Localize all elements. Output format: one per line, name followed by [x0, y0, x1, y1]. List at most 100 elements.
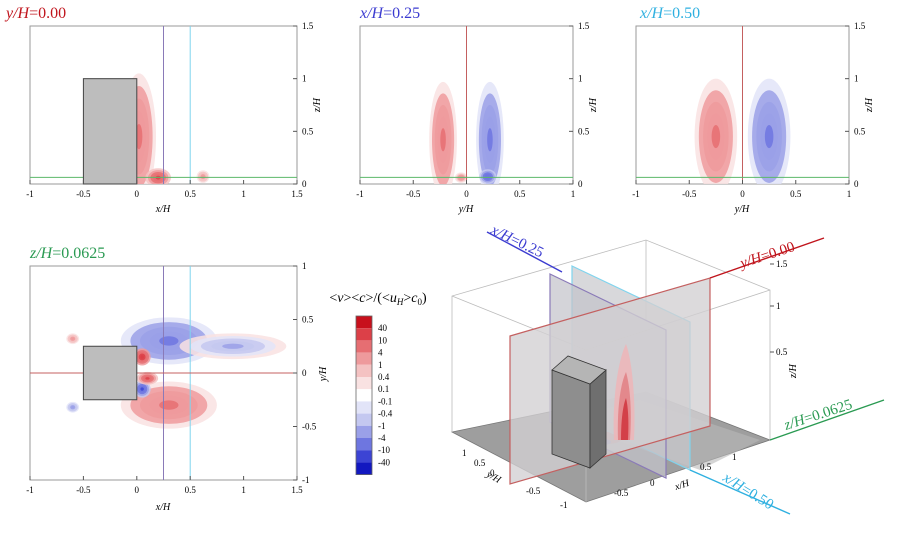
building-block	[82, 78, 138, 185]
reference-lines	[30, 26, 297, 184]
colorbar-swatch	[356, 401, 372, 414]
panel-z-0.0625: -1 -0.5 0 0.5 1 1.5 -1 -0.5 0 0.5 1 z/H=0.0625 x/…	[26, 245, 329, 513]
leader-x-0.50	[689, 469, 791, 515]
colorbar-swatch	[356, 389, 372, 402]
x-tick-label: 0.5	[185, 189, 197, 199]
contour-level	[764, 125, 774, 149]
3d-y-tick-label: -1	[560, 500, 568, 510]
reference-lines	[636, 26, 849, 184]
x-tick-label: 0	[135, 189, 140, 199]
reference-lines	[360, 26, 573, 184]
contour-level	[440, 128, 446, 152]
3d-y-axis-label: y/H	[484, 469, 504, 487]
colorbar-label: 40	[378, 323, 388, 333]
x-tick-label: 1	[571, 189, 576, 199]
leader-y-0.00	[709, 237, 825, 279]
x-tick-label: 1.5	[291, 485, 303, 495]
colorbar-swatches	[355, 315, 373, 476]
x-tick-label: -0.5	[76, 485, 91, 495]
x-axis-ticks: -1 -0.5 0 0.5 1 1.5	[26, 476, 303, 495]
colorbar-swatch	[356, 316, 372, 329]
colorbar-swatch	[356, 425, 372, 438]
colorbar-label: 10	[378, 335, 388, 345]
x-tick-label: -1	[26, 189, 34, 199]
colorbar-title: <v><c>/(<uH>c0)	[329, 291, 427, 307]
y-tick-label: 1	[854, 74, 859, 84]
y-axis-label: z/H	[864, 97, 875, 113]
contour-level	[71, 406, 75, 409]
y-tick-label: -1	[302, 475, 310, 485]
3d-x-axis: -0.5 0 0.5 1	[614, 452, 737, 498]
x-tick-label: 0	[464, 189, 469, 199]
x-tick-label: 0	[740, 189, 745, 199]
plane-label-x-0.25: x/H=0.25	[487, 222, 546, 262]
3d-z-axis-label: z/H	[788, 363, 799, 379]
y-axis-ticks: -1 -0.5 0 0.5 1	[293, 261, 317, 485]
panel-title: x/H=0.50	[639, 5, 700, 22]
contour-field	[429, 81, 504, 184]
colorbar-label: -10	[378, 445, 390, 455]
building-block	[82, 345, 138, 401]
3d-y-tick-label: 0.5	[474, 458, 486, 468]
x-tick-label: -0.5	[76, 189, 91, 199]
x-tick-label: 1	[241, 485, 246, 495]
3d-z-tick-label: 0.5	[776, 347, 788, 357]
contour-level	[159, 400, 179, 410]
3d-y-tick-label: 0	[490, 468, 495, 478]
contour-level	[487, 128, 493, 152]
y-axis-ticks: 0 0.5 1 1.5	[569, 21, 590, 189]
y-tick-label: 1	[302, 74, 307, 84]
x-tick-label: 0	[135, 485, 140, 495]
x-tick-label: -1	[632, 189, 640, 199]
y-tick-label: 0	[854, 179, 859, 189]
contour-level	[145, 377, 150, 380]
colorbar-swatch	[356, 340, 372, 353]
contour-level	[159, 336, 179, 346]
colorbar-swatch	[356, 450, 372, 463]
3d-x-tick-label: -0.5	[614, 488, 629, 498]
building-top	[551, 355, 607, 385]
y-tick-label: 1.5	[578, 21, 590, 31]
contour-level	[222, 343, 244, 349]
colorbar-label: 1	[378, 360, 383, 370]
y-tick-label: 0	[302, 179, 307, 189]
x-tick-label: 1.5	[291, 189, 303, 199]
panel-title: z/H=0.0625	[29, 245, 105, 262]
y-tick-label: 1.5	[854, 21, 866, 31]
colorbar: <v><c>/(<uH>c0) 40 10 4 1 0.4 0.1 -0.1 -0.4 -1 -4…	[329, 291, 427, 476]
x-tick-label: -1	[356, 189, 364, 199]
panel-y-0.00: -1 -0.5 0 0.5 1 1.5 0 0.5 1 1.5 y/H=0.00 x/H z/H	[4, 5, 323, 215]
colorbar-swatch	[356, 413, 372, 426]
y-tick-label: 0	[578, 179, 583, 189]
leader-z-0.0625	[769, 399, 885, 441]
y-tick-label: 1.5	[302, 21, 314, 31]
contour-level	[71, 337, 75, 340]
x-tick-label: 0.5	[790, 189, 802, 199]
colorbar-swatch	[356, 438, 372, 451]
colorbar-frame	[355, 315, 373, 476]
x-tick-label: -1	[26, 485, 34, 495]
3d-x-tick-label: 0.5	[700, 462, 712, 472]
colorbar-swatch	[356, 352, 372, 365]
x-axis-ticks: -1 -0.5 0 0.5 1	[632, 180, 851, 199]
colorbar-swatch	[356, 462, 372, 475]
3d-z-tick-label: 1.5	[776, 259, 788, 269]
contour-level	[140, 355, 144, 359]
x-axis-ticks: -1 -0.5 0 0.5 1 1.5	[26, 180, 303, 199]
plane-label-z-0.0625: z/H=0.0625	[781, 397, 854, 434]
y-tick-label: -0.5	[302, 422, 317, 432]
colorbar-swatch	[356, 364, 372, 377]
y-axis-ticks: 0 0.5 1 1.5	[293, 21, 314, 189]
x-axis-label: y/H	[734, 204, 750, 215]
3d-x-tick-label: 1	[732, 452, 737, 462]
3d-view: x/H=0.25 y/H=0.00 z/H=0.0625 x/H=0.50 0.…	[450, 222, 885, 515]
y-tick-label: 0.5	[302, 315, 314, 325]
x-tick-label: 1	[847, 189, 852, 199]
y-tick-label: 0.5	[302, 126, 314, 136]
x-axis-label: x/H	[155, 204, 171, 215]
3d-x-axis-label: x/H	[673, 478, 692, 493]
x-tick-label: 0.5	[185, 485, 197, 495]
leader-x-0.25	[486, 231, 563, 273]
y-tick-label: 0.5	[854, 126, 866, 136]
